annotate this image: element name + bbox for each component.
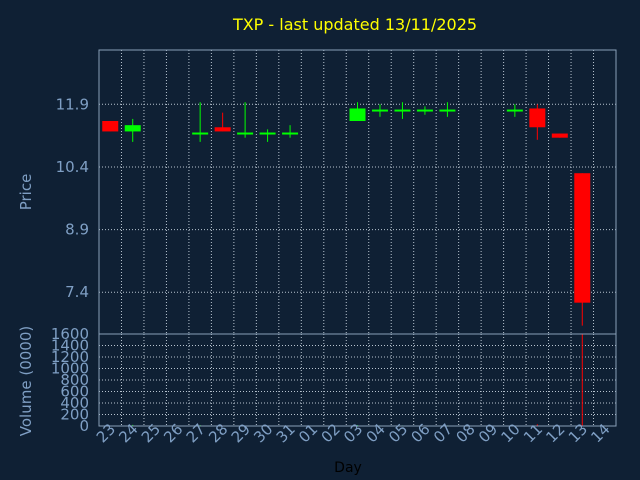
candle-body	[506, 109, 523, 112]
candle-body	[371, 109, 388, 112]
volume-y-tick-label: 0	[79, 417, 89, 435]
volume-y-tick-label: 1400	[51, 337, 89, 355]
price-grid	[99, 50, 616, 334]
candles	[102, 102, 591, 326]
candle-body	[529, 108, 546, 128]
candle-body	[282, 132, 299, 135]
x-axis-label: Day	[334, 460, 362, 476]
candle-body	[102, 121, 119, 132]
volume-panel-frame	[98, 333, 617, 427]
panel-frames	[98, 49, 617, 427]
candle-body	[259, 132, 276, 135]
volume-y-tick-label: 1200	[51, 348, 89, 366]
price-y-tick-label: 10.4	[56, 158, 89, 176]
candle-body	[192, 132, 209, 135]
candle-body	[394, 109, 411, 112]
candle-body	[574, 173, 591, 303]
candle-body	[349, 108, 366, 121]
volume-y-tick-label: 200	[60, 406, 89, 424]
volume-y-tick-label: 1600	[51, 325, 89, 343]
price-y-tick-label: 7.4	[65, 283, 89, 301]
price-axis-label: Price	[17, 174, 35, 211]
volume-y-tick-label: 800	[60, 371, 89, 389]
volume-y-tick-label: 1000	[51, 360, 89, 378]
chart-title: TXP - last updated 13/11/2025	[232, 15, 477, 34]
x-tick-labels: 2324252627282930310102030405060708091011…	[93, 420, 614, 446]
price-panel-frame	[98, 49, 617, 335]
volume-grid	[99, 333, 616, 427]
candle-body	[237, 132, 254, 135]
candle-body	[214, 127, 231, 132]
volume-y-tick-label: 600	[60, 383, 89, 401]
candle-body	[124, 125, 141, 132]
candle-body	[416, 109, 433, 112]
price-y-tick-label: 11.9	[56, 95, 89, 113]
price-y-tick-labels: 7.4 8.9 10.4 11.9	[56, 95, 89, 301]
volume-y-tick-label: 400	[60, 394, 89, 412]
price-y-tick-label: 8.9	[65, 221, 89, 239]
candle-body	[551, 133, 568, 138]
x-tick-label: 14	[587, 420, 613, 446]
volume-axis-label: Volume (0000)	[17, 326, 35, 436]
candle-body	[439, 109, 456, 112]
